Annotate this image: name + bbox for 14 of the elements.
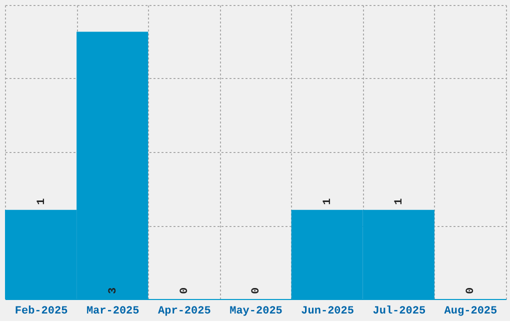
x-tick-label: Apr-2025 bbox=[158, 306, 212, 318]
data-label: 1 bbox=[394, 198, 406, 205]
x-tick-label: Jun-2025 bbox=[301, 306, 354, 318]
data-label: 0 bbox=[250, 287, 262, 294]
data-label: 3 bbox=[107, 287, 120, 294]
x-tick-label: May-2025 bbox=[230, 306, 283, 318]
data-label: 1 bbox=[322, 198, 334, 205]
x-tick-label: Mar-2025 bbox=[86, 306, 140, 318]
data-label: 1 bbox=[36, 198, 48, 205]
x-tick-label: Feb-2025 bbox=[14, 306, 68, 318]
x-tick-label: Jul-2025 bbox=[372, 306, 426, 318]
x-tick-label: Aug-2025 bbox=[444, 306, 498, 318]
data-label: 0 bbox=[465, 287, 478, 294]
data-label: 0 bbox=[178, 287, 191, 294]
